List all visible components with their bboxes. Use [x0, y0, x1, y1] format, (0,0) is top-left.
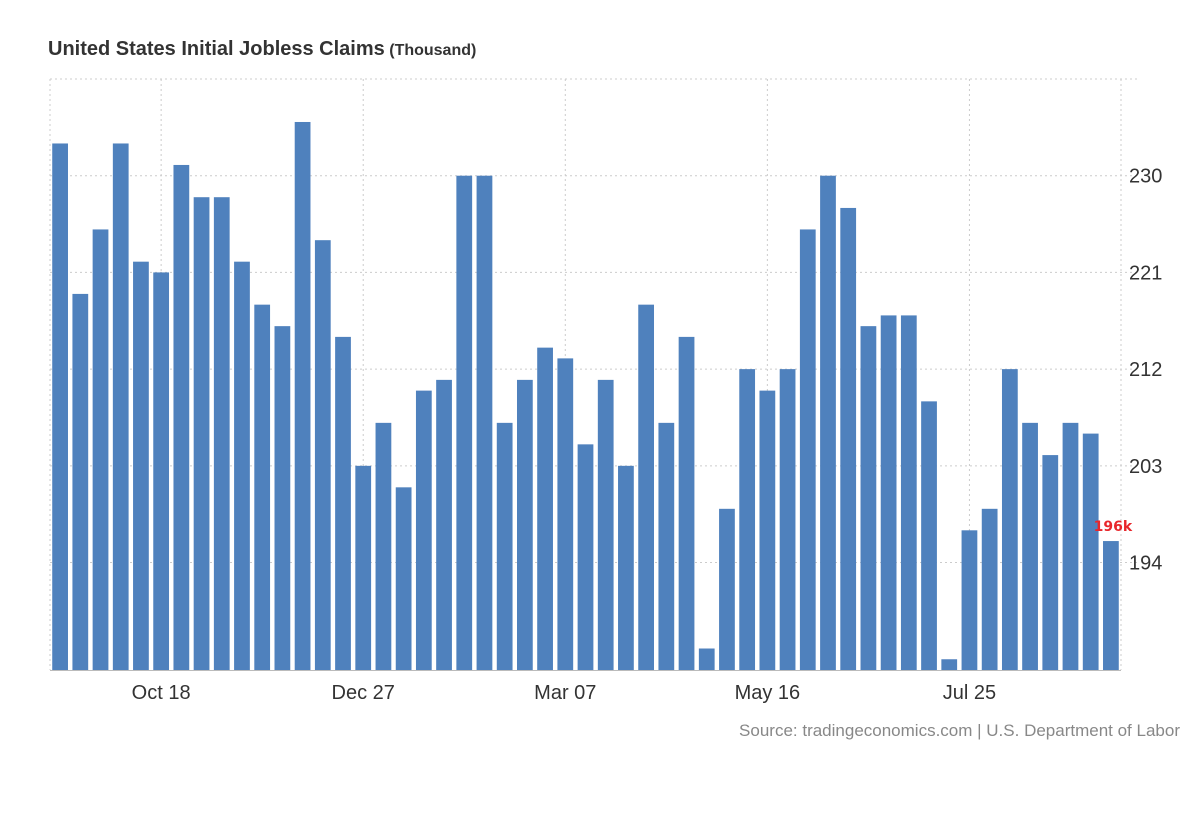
bar [921, 401, 937, 670]
bar [779, 369, 796, 670]
bar [557, 358, 574, 670]
bar [900, 315, 917, 670]
bar [719, 508, 735, 670]
bar [1022, 422, 1038, 670]
bar [133, 261, 149, 670]
bar [1062, 422, 1079, 670]
bar [981, 508, 998, 670]
y-tick-label: 203 [1129, 456, 1162, 478]
bar [840, 207, 857, 671]
bar [759, 390, 776, 670]
bar [880, 315, 897, 670]
bar [375, 422, 392, 670]
bar [1103, 541, 1119, 670]
bar [294, 121, 311, 671]
bar [577, 444, 594, 670]
y-tick-label: 194 [1129, 553, 1162, 575]
chart-title-text: United States Initial Jobless Claims [48, 38, 385, 60]
bar [254, 304, 271, 670]
chart-title: United States Initial Jobless Claims (Th… [48, 38, 476, 61]
bar [92, 229, 109, 670]
bar [799, 229, 816, 670]
bar [638, 304, 655, 670]
bars [52, 121, 1119, 671]
bar [335, 336, 351, 670]
bar [153, 272, 170, 670]
bar [678, 336, 695, 670]
bar [597, 379, 614, 670]
bar [72, 293, 89, 670]
bar [941, 659, 958, 670]
y-tick-label: 221 [1129, 262, 1162, 284]
bar [496, 422, 513, 670]
bar [274, 326, 291, 670]
bar [173, 164, 190, 671]
bar [213, 197, 230, 670]
bar [193, 197, 210, 670]
y-tick-label: 212 [1129, 359, 1162, 381]
bar [1001, 369, 1018, 670]
bar [658, 422, 675, 670]
bar [436, 379, 452, 670]
x-tick-label: Oct 18 [132, 682, 191, 704]
bar [415, 390, 432, 670]
source-note: Source: tradingeconomics.com | U.S. Depa… [739, 721, 1180, 740]
bar [112, 143, 129, 671]
bar [395, 487, 412, 670]
bar [618, 465, 634, 670]
bar [961, 530, 978, 670]
bar [476, 175, 493, 670]
bar [456, 175, 473, 670]
bar [1082, 433, 1099, 670]
bar [537, 347, 553, 670]
x-tick-label: Mar 07 [534, 682, 596, 704]
bar [1042, 455, 1059, 670]
bar [355, 465, 372, 670]
bar [52, 143, 68, 671]
chart-unit: (Thousand) [389, 42, 477, 59]
x-tick-label: Jul 25 [943, 682, 996, 704]
bar [739, 369, 756, 670]
bar [516, 379, 533, 670]
x-tick-label: Dec 27 [332, 682, 395, 704]
bar [860, 326, 877, 670]
bar [234, 261, 250, 670]
y-tick-label: 230 [1129, 166, 1162, 188]
x-tick-label: May 16 [735, 682, 801, 704]
bar [698, 648, 715, 670]
bar [820, 175, 836, 670]
tick-labels: 194 203 212 221 230 Oct 18 Dec 27 Mar 07 May 16 J… [132, 166, 1163, 704]
last-value-label: 196k [1094, 519, 1133, 535]
bar [314, 240, 331, 670]
